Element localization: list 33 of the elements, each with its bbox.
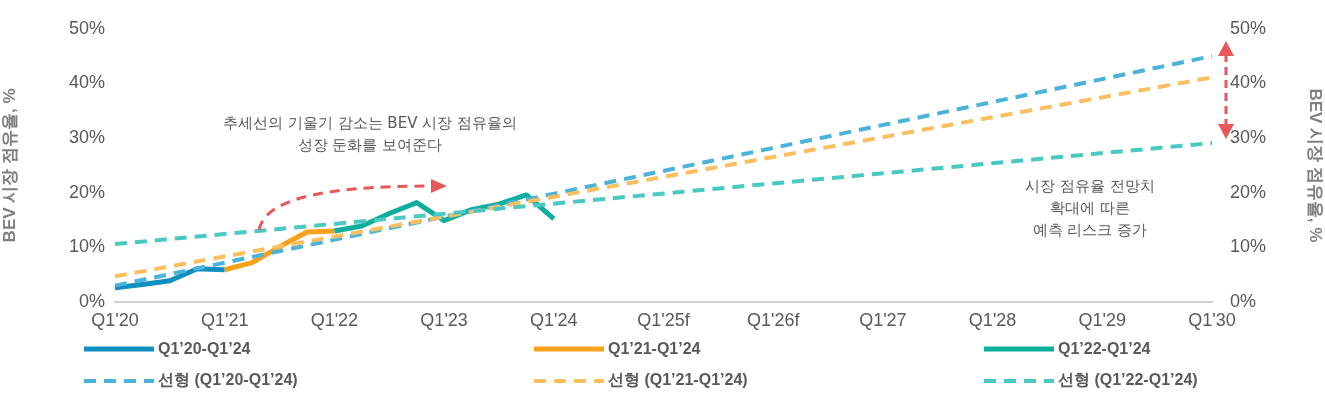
x-tick-label: Q1'25f xyxy=(637,309,691,330)
y2-axis-title: BEV 시장 점유율, % xyxy=(1306,88,1325,243)
x-tick-label: Q1'29 xyxy=(1078,309,1127,330)
x-tick-label: Q1'22 xyxy=(310,309,359,330)
x-tick-label: Q1'20 xyxy=(91,309,139,330)
x-tick-label: Q1'21 xyxy=(200,309,249,330)
y-tick-label: 10% xyxy=(68,236,105,257)
y2-tick-label: 10% xyxy=(1230,236,1267,257)
y2-tick-label: 0% xyxy=(1230,290,1257,311)
legend-label: Q1’22-Q1’24 xyxy=(1058,340,1151,358)
x-tick-label: Q1'30 xyxy=(1188,309,1236,330)
y2-tick-label: 50% xyxy=(1230,17,1267,38)
y-tick-label: 0% xyxy=(78,290,105,311)
x-tick-label: Q1'24 xyxy=(530,309,578,330)
y-tick-label: 50% xyxy=(68,17,105,38)
x-tick-label: Q1'27 xyxy=(859,309,907,330)
legend-label: 선형 (Q1’20-Q1’24) xyxy=(158,370,298,390)
y-axis-title: BEV 시장 점유율, % xyxy=(0,88,19,243)
annotation: 추세선의 기울기 감소는 BEV 시장 점유율의 성장 둔화를 보여준다 xyxy=(222,113,518,156)
y2-tick-label: 40% xyxy=(1230,72,1267,93)
x-tick-label: Q1'26f xyxy=(746,309,801,330)
legend-label: Q1’20-Q1’24 xyxy=(158,340,251,358)
legend-label: 선형 (Q1’21-Q1’24) xyxy=(608,370,748,390)
y-tick-label: 20% xyxy=(68,181,105,202)
x-tick-label: Q1'23 xyxy=(420,309,468,330)
y-tick-label: 40% xyxy=(68,72,105,93)
legend-label: Q1’21-Q1’24 xyxy=(608,340,701,358)
x-tick-label: Q1'28 xyxy=(968,309,1017,330)
legend-label: 선형 (Q1’22-Q1’24) xyxy=(1058,370,1198,390)
annotation: 시장 점유율 전망치 확대에 따른 예측 리스크 증가 xyxy=(1024,176,1156,241)
y2-tick-label: 20% xyxy=(1230,181,1267,202)
y-tick-label: 30% xyxy=(68,127,105,148)
y2-tick-label: 30% xyxy=(1230,127,1267,148)
